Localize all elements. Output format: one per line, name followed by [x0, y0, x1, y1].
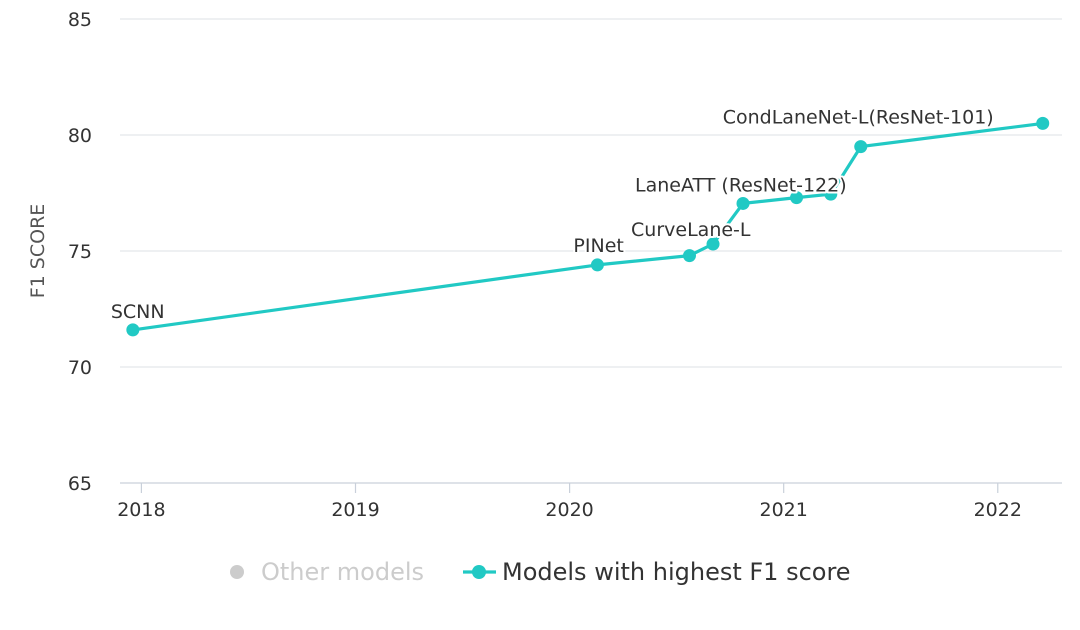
grid-lines — [120, 18, 1062, 368]
legend-other-models-marker — [230, 565, 244, 579]
data-point[interactable] — [824, 187, 838, 201]
point-label: PINet — [573, 235, 623, 257]
y-tick-label: 65 — [68, 473, 92, 495]
data-point[interactable] — [854, 140, 868, 154]
point-label: SCNN — [111, 301, 165, 323]
data-point[interactable] — [1036, 116, 1050, 130]
point-label: CurveLane-L — [631, 219, 751, 241]
x-tick-label: 2018 — [117, 499, 165, 521]
y-tick-label: 85 — [68, 9, 92, 31]
point-label: CondLaneNet-L(ResNet-101) — [723, 106, 994, 128]
y-tick-label: 75 — [68, 241, 92, 263]
y-axis-title: F1 SCORE — [27, 204, 49, 299]
series-line — [132, 121, 1043, 332]
series-models-highest-f1[interactable] — [126, 116, 1050, 337]
axes: 65 70 75 80 85 2018 2019 2020 2021 2022 — [68, 9, 1062, 521]
legend-item-highest-f1[interactable]: Models with highest F1 score — [463, 558, 851, 586]
data-point[interactable] — [126, 323, 140, 337]
legend-item-other-models[interactable]: Other models — [230, 558, 424, 586]
point-labels: SCNN PINet CurveLane-L LaneATT (ResNet-122)… — [109, 104, 996, 324]
y-tick-label: 70 — [68, 357, 92, 379]
legend-highest-f1-marker — [472, 565, 486, 579]
data-point[interactable] — [706, 237, 720, 251]
x-tick-label: 2020 — [545, 499, 593, 521]
x-tick-label: 2021 — [760, 499, 808, 521]
y-tick-label: 80 — [68, 125, 92, 147]
data-point[interactable] — [590, 258, 604, 272]
x-tick-label: 2019 — [331, 499, 379, 521]
legend: Other models Models with highest F1 scor… — [230, 558, 851, 586]
legend-highest-f1-label: Models with highest F1 score — [502, 558, 851, 586]
data-point[interactable] — [790, 191, 804, 205]
point-label: LaneATT (ResNet-122) — [635, 174, 847, 196]
data-point[interactable] — [736, 196, 750, 210]
data-point[interactable] — [682, 249, 696, 263]
x-tick-label: 2022 — [974, 499, 1022, 521]
legend-other-models-label: Other models — [261, 558, 424, 586]
